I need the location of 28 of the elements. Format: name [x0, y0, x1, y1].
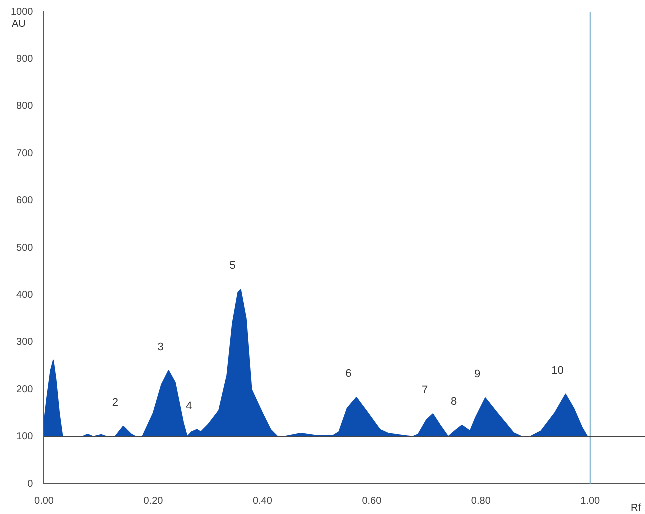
x-tick-label: 0.20: [144, 496, 164, 507]
x-tick-label: 1.00: [580, 496, 601, 507]
x-tick-label: 0.40: [252, 496, 273, 507]
annotation: 5: [230, 260, 236, 272]
y-tick-label: 400: [16, 290, 34, 301]
y-axis-title: AU: [12, 18, 26, 30]
y-tick-label: 300: [16, 337, 34, 348]
annotation: 9: [474, 368, 481, 381]
x-tick-label: 0.60: [362, 496, 382, 507]
y-tick-label: 800: [16, 101, 34, 112]
y-tick-label: 600: [16, 196, 34, 207]
annotation: 8: [450, 396, 458, 408]
y-tick-label: 200: [16, 384, 34, 396]
x-tick-label: 0.80: [471, 496, 492, 507]
x-axis-title: Rf: [631, 502, 642, 514]
y-tick-label: 1000: [10, 6, 34, 18]
annotation: 3: [158, 341, 164, 354]
y-tick-label: 100: [16, 432, 34, 443]
annotation: 6: [346, 368, 352, 380]
y-tick-label: 700: [16, 148, 34, 160]
annotation: 4: [186, 400, 192, 412]
x-tick-label: 0.00: [34, 496, 54, 507]
y-tick-label: 0: [28, 478, 34, 490]
y-tick-label: 500: [16, 242, 34, 254]
annotation: 2: [112, 396, 118, 409]
annotation: 10: [552, 364, 564, 377]
y-tick-label: 900: [16, 54, 34, 65]
annotation: 7: [422, 384, 428, 397]
